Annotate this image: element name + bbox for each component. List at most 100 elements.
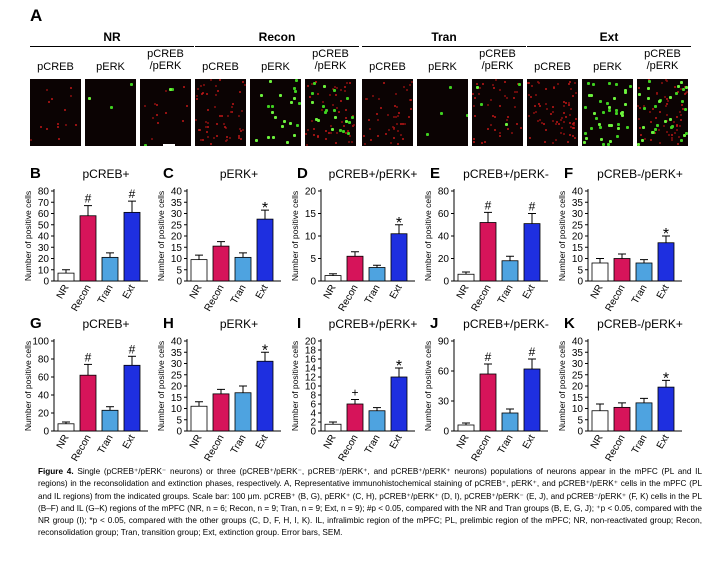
chart-title: pCREB+/pERK+: [329, 167, 418, 181]
cell-dot: [335, 131, 338, 134]
micrograph-recon-1: [195, 79, 246, 146]
cell-dot: [685, 92, 688, 95]
bar-tran: [635, 262, 653, 282]
cell-dot: [409, 99, 412, 101]
x-tick-label: Ext: [521, 283, 538, 301]
bar-tran: [501, 260, 519, 282]
cell-dot: [332, 89, 336, 93]
x-tick-label: NR: [322, 433, 339, 451]
cell-dot: [197, 129, 200, 131]
bar-nr: [591, 262, 609, 282]
cell-dot: [655, 116, 658, 119]
cell-dot: [395, 123, 398, 126]
cell-dot: [398, 112, 400, 115]
y-tick-label: 10: [305, 232, 317, 243]
bar-tran: [101, 256, 119, 282]
cell-dot: [386, 114, 389, 117]
cell-dot: [152, 117, 155, 120]
significance-mark: *: [396, 215, 402, 232]
group-underline: [362, 46, 526, 47]
cell-dot: [241, 128, 244, 131]
cell-dot: [664, 120, 668, 124]
y-tick-label: 60: [38, 209, 50, 220]
x-tick-label: Recon: [604, 283, 628, 314]
cell-dot: [487, 104, 490, 107]
bar-recon: [613, 258, 631, 282]
cell-dot: [541, 122, 544, 125]
cell-dot: [573, 81, 576, 84]
cell-dot: [602, 143, 606, 146]
cell-dot: [637, 142, 641, 146]
significance-mark: *: [396, 358, 402, 375]
panel-letter: C: [163, 165, 174, 182]
cell-dot: [226, 138, 229, 141]
cell-dot: [539, 118, 542, 121]
cell-dot: [70, 94, 73, 97]
cell-dot: [363, 135, 366, 138]
y-tick-label: 25: [572, 370, 584, 381]
y-tick-label: 40: [171, 337, 183, 348]
x-tick-label: Recon: [70, 283, 94, 314]
cell-dot: [344, 109, 347, 112]
y-tick-label: 0: [176, 277, 182, 288]
panel-letter: H: [163, 315, 174, 332]
cell-dot: [537, 81, 540, 84]
cell-dot: [87, 96, 91, 100]
chart-title: pCREB-/pERK+: [597, 167, 683, 181]
x-tick-label: NR: [188, 283, 205, 301]
bar-nr: [190, 405, 208, 432]
micrograph-nr-2: [85, 79, 136, 146]
cell-dot: [624, 103, 628, 107]
bar-tran: [501, 412, 519, 432]
cell-dot: [226, 115, 229, 118]
cell-dot: [320, 108, 323, 111]
cell-dot: [371, 94, 374, 97]
cell-dot: [392, 126, 395, 129]
cell-dot: [653, 105, 657, 109]
cell-dot: [206, 136, 209, 139]
significance-mark: *: [663, 370, 669, 387]
cell-dot: [238, 136, 241, 139]
cell-dot: [224, 140, 227, 143]
y-tick-label: 25: [171, 220, 183, 231]
cell-dot: [169, 87, 173, 91]
y-tick-label: 5: [176, 265, 182, 276]
cell-dot: [239, 138, 242, 141]
y-tick-label: 35: [572, 198, 584, 209]
cell-dot: [527, 115, 530, 118]
y-tick-label: 20: [171, 232, 183, 243]
cell-dot: [608, 140, 612, 144]
bar-ext: [390, 233, 408, 282]
y-tick-label: 25: [171, 370, 183, 381]
cell-dot: [640, 133, 643, 136]
cell-dot: [679, 125, 682, 128]
cell-dot: [347, 131, 351, 135]
cell-dot: [271, 110, 275, 114]
y-tick-label: 0: [443, 427, 449, 438]
cell-dot: [518, 82, 522, 86]
cell-dot: [339, 100, 342, 103]
y-tick-label: 10: [572, 254, 584, 265]
cell-dot: [514, 90, 517, 93]
cell-dot: [336, 87, 339, 90]
cell-dot: [650, 121, 653, 124]
bar-nr: [324, 423, 342, 432]
caption-text: Single (pCREB⁺/pERK⁻ neurons) or three (…: [38, 467, 703, 538]
bar-tran: [234, 392, 252, 432]
cell-dot: [183, 86, 185, 89]
cell-dot: [210, 143, 213, 146]
y-tick-label: 5: [577, 265, 583, 276]
y-tick-label: 8: [310, 391, 316, 402]
cell-dot: [559, 131, 562, 134]
cell-dot: [363, 142, 366, 145]
chart-title: pCREB+/pERK-: [463, 167, 549, 181]
x-tick-label: Ext: [254, 433, 271, 451]
x-tick-label: Recon: [337, 433, 361, 464]
cell-dot: [659, 98, 663, 102]
cell-dot: [195, 95, 198, 98]
cell-dot: [473, 114, 476, 117]
cell-dot: [571, 126, 574, 129]
bar-tran: [635, 402, 653, 432]
cell-dot: [676, 143, 679, 146]
x-tick-label: Ext: [521, 433, 538, 451]
